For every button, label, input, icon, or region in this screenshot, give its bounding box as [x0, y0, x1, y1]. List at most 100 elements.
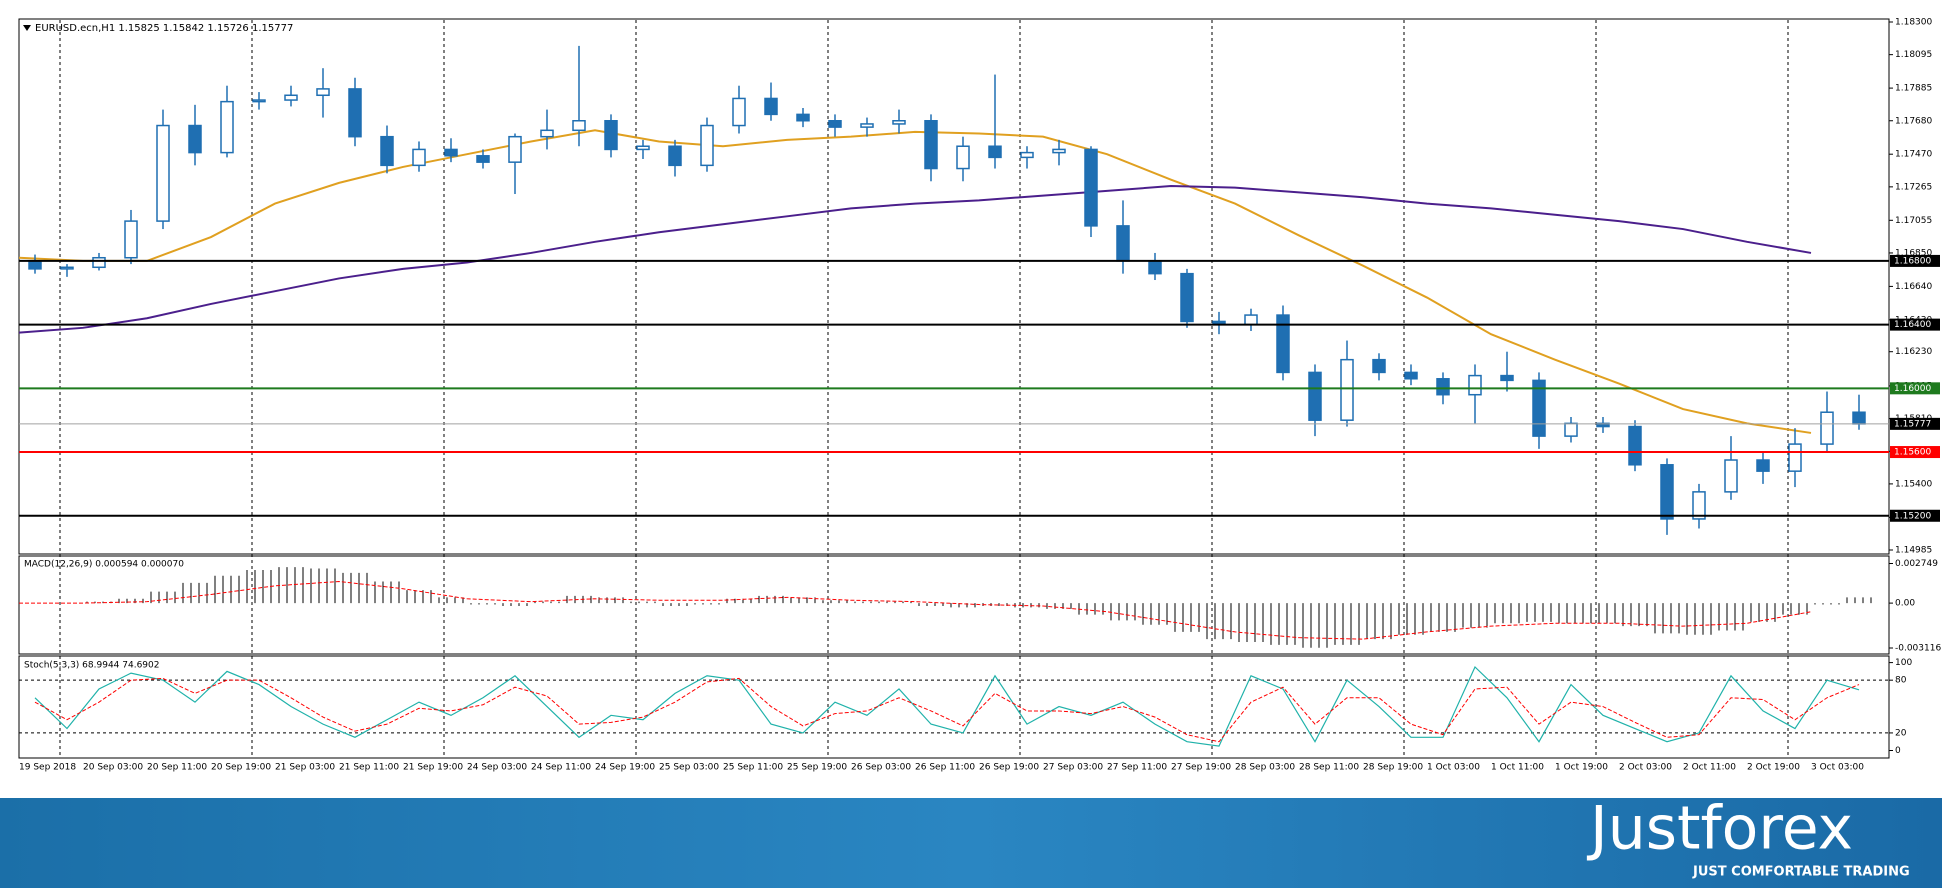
candle-body: [1308, 371, 1322, 421]
candle-body: [1116, 225, 1130, 262]
header: EURUSD.ecn,H1 1.15825 1.15842 1.15726 1.…: [35, 23, 293, 34]
y-tick-label: 1.16230: [1895, 347, 1932, 357]
x-tick-label: 24 Sep 11:00: [531, 763, 591, 773]
level-label-box: [1890, 509, 1940, 522]
candle-body: [1628, 425, 1642, 466]
candle-body: [92, 256, 106, 269]
level-label: 1.15777: [1894, 419, 1931, 429]
candle-body: [1148, 260, 1162, 275]
y-tick-label: 0: [1895, 746, 1901, 756]
candle-body: [252, 99, 266, 103]
x-tick-label: 28 Sep 11:00: [1299, 763, 1359, 773]
candle-body: [732, 97, 746, 127]
candle-body: [1404, 371, 1418, 380]
candle-body: [188, 124, 202, 154]
y-tick-label: 1.15400: [1895, 479, 1932, 489]
level-label-box: [1890, 382, 1940, 395]
y-tick-label: 1.17055: [1895, 216, 1932, 226]
y-tick-label: 1.18300: [1895, 18, 1932, 28]
candle-body: [956, 145, 970, 170]
macd-signal: [19, 580, 1812, 640]
x-tick-label: 28 Sep 03:00: [1235, 763, 1295, 773]
candle-body: [508, 135, 522, 163]
x-tick-label: 1 Oct 03:00: [1427, 763, 1480, 773]
x-tick-label: 3 Oct 03:00: [1811, 763, 1864, 773]
candle-body: [540, 129, 554, 138]
candle-body: [924, 120, 938, 170]
candle-body: [60, 266, 74, 270]
stoch-title: Stoch(5,3,3) 68.9944 74.6902: [24, 661, 159, 671]
candle-body: [604, 120, 618, 151]
logo: Justforex: [1586, 794, 1853, 864]
level-label-box: [1890, 318, 1940, 331]
y-tick-label: 1.14985: [1895, 546, 1932, 556]
candle-body: [572, 120, 586, 132]
candle-body: [1724, 459, 1738, 493]
candle-body: [1820, 411, 1834, 445]
candle-body: [1244, 314, 1258, 326]
y-tick-label: 1.18095: [1895, 50, 1932, 60]
x-tick-label: 2 Oct 11:00: [1683, 763, 1736, 773]
macd-title: MACD(12,26,9) 0.000594 0.000070: [24, 560, 184, 570]
x-tick-label: 25 Sep 11:00: [723, 763, 783, 773]
candle-body: [316, 88, 330, 97]
candle-body: [156, 124, 170, 222]
candle-body: [860, 123, 874, 128]
candle-body: [1564, 422, 1578, 437]
y-tick-label: 1.16850: [1895, 248, 1932, 258]
y-tick-label: 1.17680: [1895, 116, 1932, 126]
candle-body: [1692, 491, 1706, 520]
x-tick-label: 27 Sep 19:00: [1171, 763, 1231, 773]
candle-body: [1468, 374, 1482, 396]
candle-body: [1756, 459, 1770, 472]
x-tick-label: 20 Sep 11:00: [147, 763, 207, 773]
candle-body: [1852, 411, 1866, 425]
x-tick-label: 26 Sep 03:00: [851, 763, 911, 773]
y-tick-label: 1.17265: [1895, 182, 1932, 192]
macd-frame: [18, 555, 1890, 655]
x-tick-label: 27 Sep 03:00: [1043, 763, 1103, 773]
candle-body: [668, 145, 682, 167]
level-label: 1.16800: [1894, 256, 1931, 266]
x-tick-label: 27 Sep 11:00: [1107, 763, 1167, 773]
candle-body: [892, 120, 906, 125]
x-tick-label: 1 Oct 11:00: [1491, 763, 1544, 773]
y-tick-label: 100: [1895, 658, 1912, 668]
candle-body: [636, 145, 650, 151]
candle-body: [284, 94, 298, 101]
candle-body: [28, 260, 42, 270]
x-tick-label: 19 Sep 2018: [19, 763, 76, 773]
candle-body: [444, 148, 458, 157]
y-tick-label: 1.17470: [1895, 150, 1932, 160]
y-tick-label: 1.17885: [1895, 84, 1932, 94]
y-tick-label: 0.002749: [1895, 559, 1938, 569]
y-tick-label: 0.00: [1895, 599, 1915, 609]
moving-average: [18, 185, 1812, 334]
level-label-box: [1890, 254, 1940, 267]
x-tick-label: 26 Sep 11:00: [915, 763, 975, 773]
candle-body: [1788, 443, 1802, 472]
level-label: 1.16400: [1894, 320, 1931, 330]
x-tick-label: 28 Sep 19:00: [1363, 763, 1423, 773]
tagline: JUST COMFORTABLE TRADING: [1692, 865, 1910, 880]
candle-body: [1660, 464, 1674, 520]
y-tick-label: -0.003116: [1895, 644, 1941, 654]
x-tick-label: 1 Oct 19:00: [1555, 763, 1608, 773]
candle-body: [348, 88, 362, 138]
x-tick-label: 21 Sep 11:00: [339, 763, 399, 773]
candle-body: [1500, 374, 1514, 382]
level-label-box: [1890, 417, 1940, 430]
candle-body: [988, 145, 1002, 159]
candle-body: [412, 148, 426, 167]
stoch-signal: [34, 677, 1860, 743]
candle-body: [1052, 148, 1066, 154]
level-label: 1.15200: [1894, 511, 1931, 521]
candle-body: [476, 155, 490, 163]
x-tick-label: 24 Sep 03:00: [467, 763, 527, 773]
level-label-box: [1890, 446, 1940, 459]
candle-body: [764, 97, 778, 116]
x-tick-label: 25 Sep 03:00: [659, 763, 719, 773]
candle-body: [1436, 378, 1450, 396]
banner: [0, 798, 1942, 888]
candle-body: [1340, 358, 1354, 421]
